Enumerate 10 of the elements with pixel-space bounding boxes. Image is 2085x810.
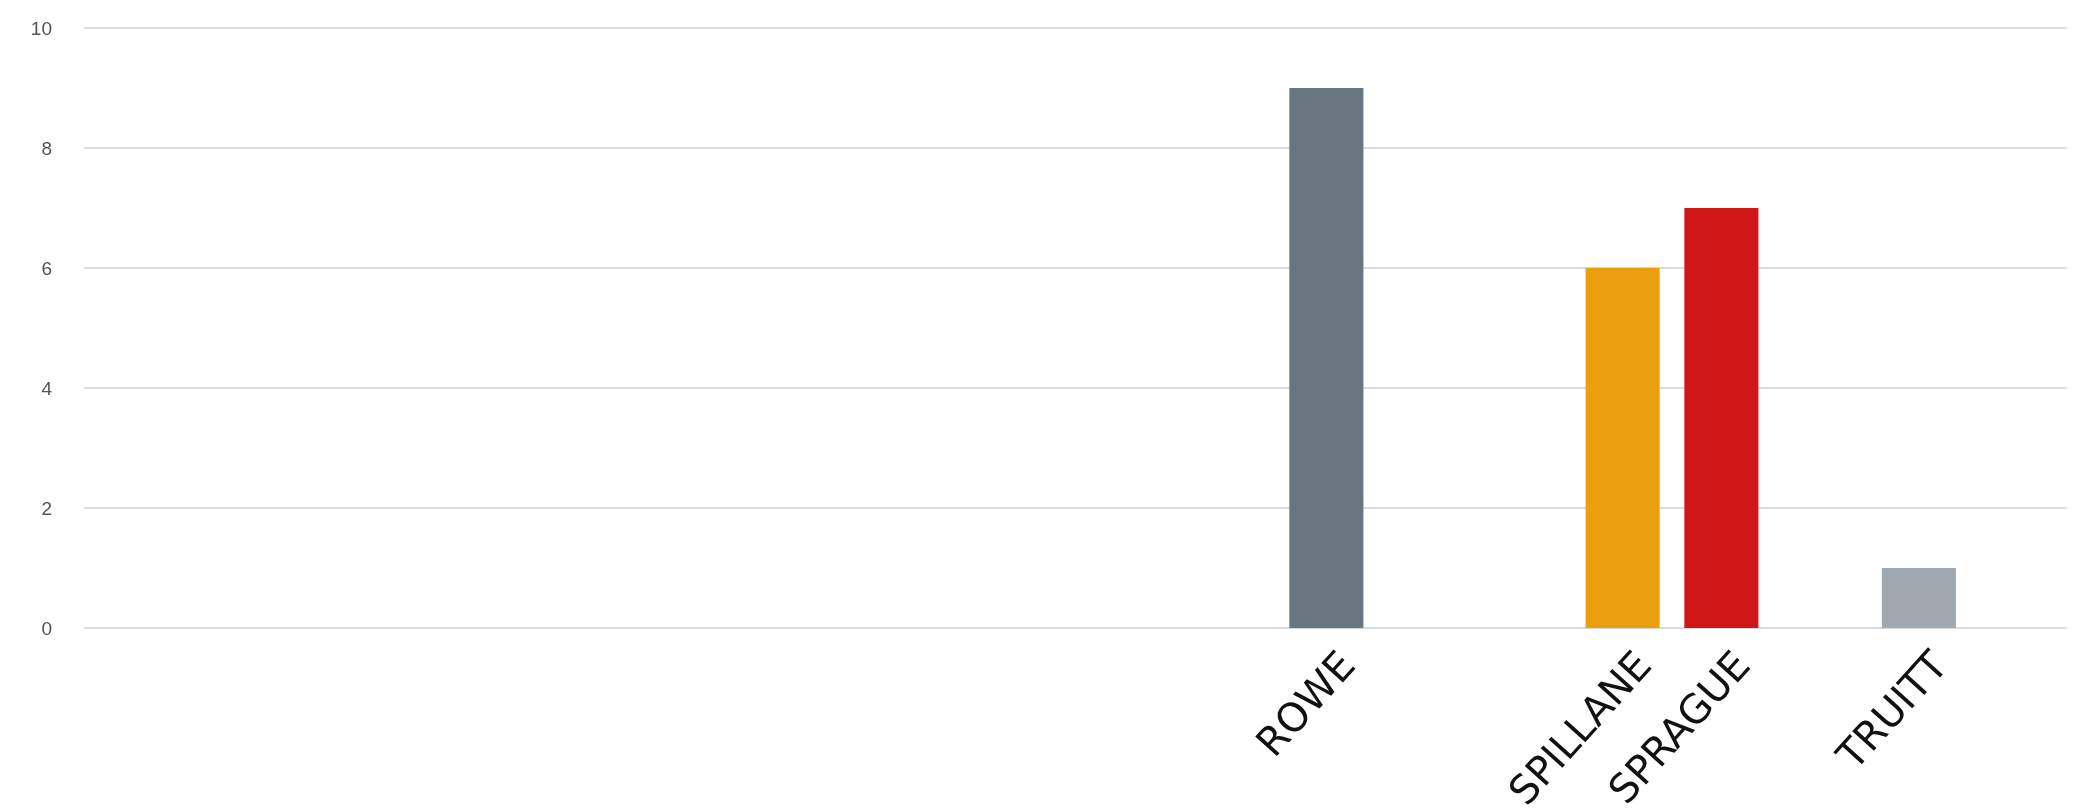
y-tick-label: 2 bbox=[41, 497, 52, 519]
bar bbox=[1289, 88, 1364, 628]
y-tick-label: 0 bbox=[41, 617, 52, 639]
bar bbox=[1585, 268, 1660, 628]
y-tick-label: 4 bbox=[41, 377, 53, 399]
bar bbox=[1881, 568, 1956, 628]
bar bbox=[1684, 208, 1759, 628]
y-tick-label: 8 bbox=[41, 137, 52, 159]
y-tick-label: 6 bbox=[41, 257, 52, 279]
y-tick-label: 10 bbox=[30, 17, 52, 39]
